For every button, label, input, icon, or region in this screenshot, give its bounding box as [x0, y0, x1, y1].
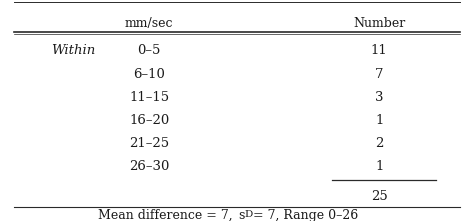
Text: D: D — [244, 210, 252, 219]
Text: = 7, Range 0–26: = 7, Range 0–26 — [249, 209, 358, 221]
Text: 6–10: 6–10 — [133, 68, 165, 80]
Text: mm/sec: mm/sec — [125, 17, 173, 30]
Text: 3: 3 — [375, 91, 383, 104]
Text: 1: 1 — [375, 114, 383, 127]
Text: s: s — [238, 209, 244, 221]
Text: Mean difference = 7,: Mean difference = 7, — [99, 209, 237, 221]
Text: 0–5: 0–5 — [137, 44, 161, 57]
Text: 1: 1 — [375, 160, 383, 173]
Text: 26–30: 26–30 — [129, 160, 170, 173]
Text: 11–15: 11–15 — [129, 91, 169, 104]
Text: 7: 7 — [375, 68, 383, 80]
Text: Number: Number — [353, 17, 405, 30]
Text: 2: 2 — [375, 137, 383, 150]
Text: 25: 25 — [371, 190, 388, 203]
Text: Within: Within — [51, 44, 96, 57]
Text: 16–20: 16–20 — [129, 114, 169, 127]
Text: 11: 11 — [371, 44, 388, 57]
Text: 21–25: 21–25 — [129, 137, 169, 150]
